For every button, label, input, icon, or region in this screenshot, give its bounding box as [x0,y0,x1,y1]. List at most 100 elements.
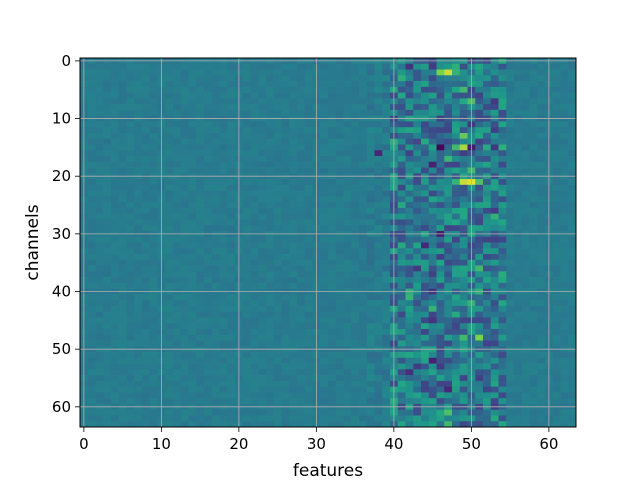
heatmap-cell [537,219,546,226]
heatmap-cell [568,398,577,405]
heatmap-cell [452,150,461,157]
heatmap-cell [374,98,383,105]
heatmap-cell [219,352,228,359]
heatmap-cell [421,167,430,174]
heatmap-cell [126,132,135,140]
heatmap-cell [258,98,267,105]
heatmap-cell [211,98,220,105]
heatmap-cell [196,259,205,266]
heatmap-cell [103,207,112,215]
heatmap-cell [118,392,127,399]
heatmap-cell [537,69,546,76]
x-tick-label: 50 [462,435,481,453]
heatmap-cell [273,421,282,428]
heatmap-cell [436,334,445,341]
heatmap-cell [196,311,205,318]
heatmap-cell [483,207,492,215]
heatmap-cell [196,380,205,387]
heatmap-cell [552,242,561,249]
x-tick-label: 30 [307,435,326,453]
heatmap-cell [343,369,352,376]
heatmap-cell [126,196,135,203]
heatmap-cell [126,156,135,163]
heatmap-cell [149,132,158,140]
heatmap-cell [490,121,499,128]
heatmap-cell [366,184,375,191]
heatmap-cell [514,363,523,370]
heatmap-cell [95,311,104,318]
heatmap-cell [258,305,267,313]
heatmap-cell [374,248,383,255]
heatmap-cell [134,369,143,376]
heatmap-cell [343,248,352,255]
heatmap-cell [374,144,383,151]
heatmap-cell [328,127,337,134]
heatmap-cell [118,144,127,151]
heatmap-cell [452,236,461,243]
heatmap-cell [211,196,220,203]
heatmap-cell [219,92,228,99]
heatmap-cell [219,132,228,140]
heatmap-cell [211,156,220,163]
heatmap-cell [281,161,290,168]
heatmap-cell [498,421,507,428]
heatmap-cell [436,121,445,128]
heatmap-cell [204,92,213,99]
heatmap-cell [490,271,499,278]
heatmap-cell [211,415,220,422]
heatmap-cell [552,254,561,261]
heatmap-cell-highlight [452,179,461,186]
heatmap-cell [87,207,96,215]
heatmap-cell [165,179,174,186]
heatmap-cell [304,328,313,336]
heatmap-cell [103,161,112,168]
heatmap-cell [165,81,174,88]
heatmap-cell [335,357,344,364]
heatmap-cell [374,109,383,117]
heatmap-cell [328,179,337,186]
heatmap-cell [180,144,189,151]
heatmap-cell [297,265,306,272]
heatmap-cell [552,207,561,215]
heatmap-cell [281,259,290,266]
heatmap-cell [452,63,461,70]
heatmap-cell [297,294,306,301]
heatmap-cell [351,69,360,76]
heatmap-cell [506,167,515,174]
heatmap-cell [142,369,151,376]
heatmap-cell [320,300,329,307]
heatmap-cell [111,248,120,255]
heatmap-cell [173,190,182,197]
heatmap-cell [266,219,275,226]
heatmap-cell [436,300,445,307]
heatmap-cell [374,369,383,376]
heatmap-cell [421,311,430,318]
heatmap-cell [126,254,135,261]
heatmap-cell [165,121,174,128]
heatmap-cell [521,202,530,209]
heatmap-cell [196,75,205,82]
heatmap-cell [452,305,461,313]
heatmap-cell [180,75,189,82]
heatmap-cell [281,380,290,387]
heatmap-cell [297,300,306,307]
heatmap-cell [242,363,251,370]
heatmap-cell [405,282,414,289]
heatmap-cell [111,92,120,99]
heatmap-cell [266,92,275,99]
heatmap-cell [521,184,530,191]
heatmap-cell [118,271,127,278]
heatmap-cell [506,305,515,313]
heatmap-cell-highlight [475,132,484,140]
heatmap-cell [428,213,437,220]
heatmap-cell [428,236,437,243]
heatmap-cell [173,340,182,347]
heatmap-cell [95,392,104,399]
heatmap-cell [428,109,437,117]
heatmap-cell [382,81,391,88]
heatmap-cell [335,271,344,278]
heatmap-cell [413,317,422,324]
heatmap-cell [219,144,228,151]
heatmap-cell [242,271,251,278]
heatmap-cell [304,294,313,301]
